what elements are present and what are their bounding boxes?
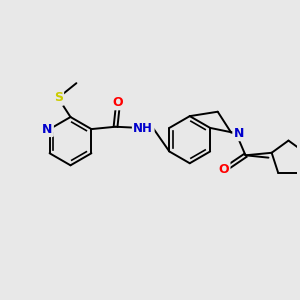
Text: NH: NH — [133, 122, 153, 135]
Text: O: O — [218, 163, 229, 176]
Text: S: S — [54, 92, 63, 104]
Text: N: N — [42, 123, 52, 136]
Text: N: N — [234, 127, 244, 140]
Text: O: O — [112, 96, 123, 109]
